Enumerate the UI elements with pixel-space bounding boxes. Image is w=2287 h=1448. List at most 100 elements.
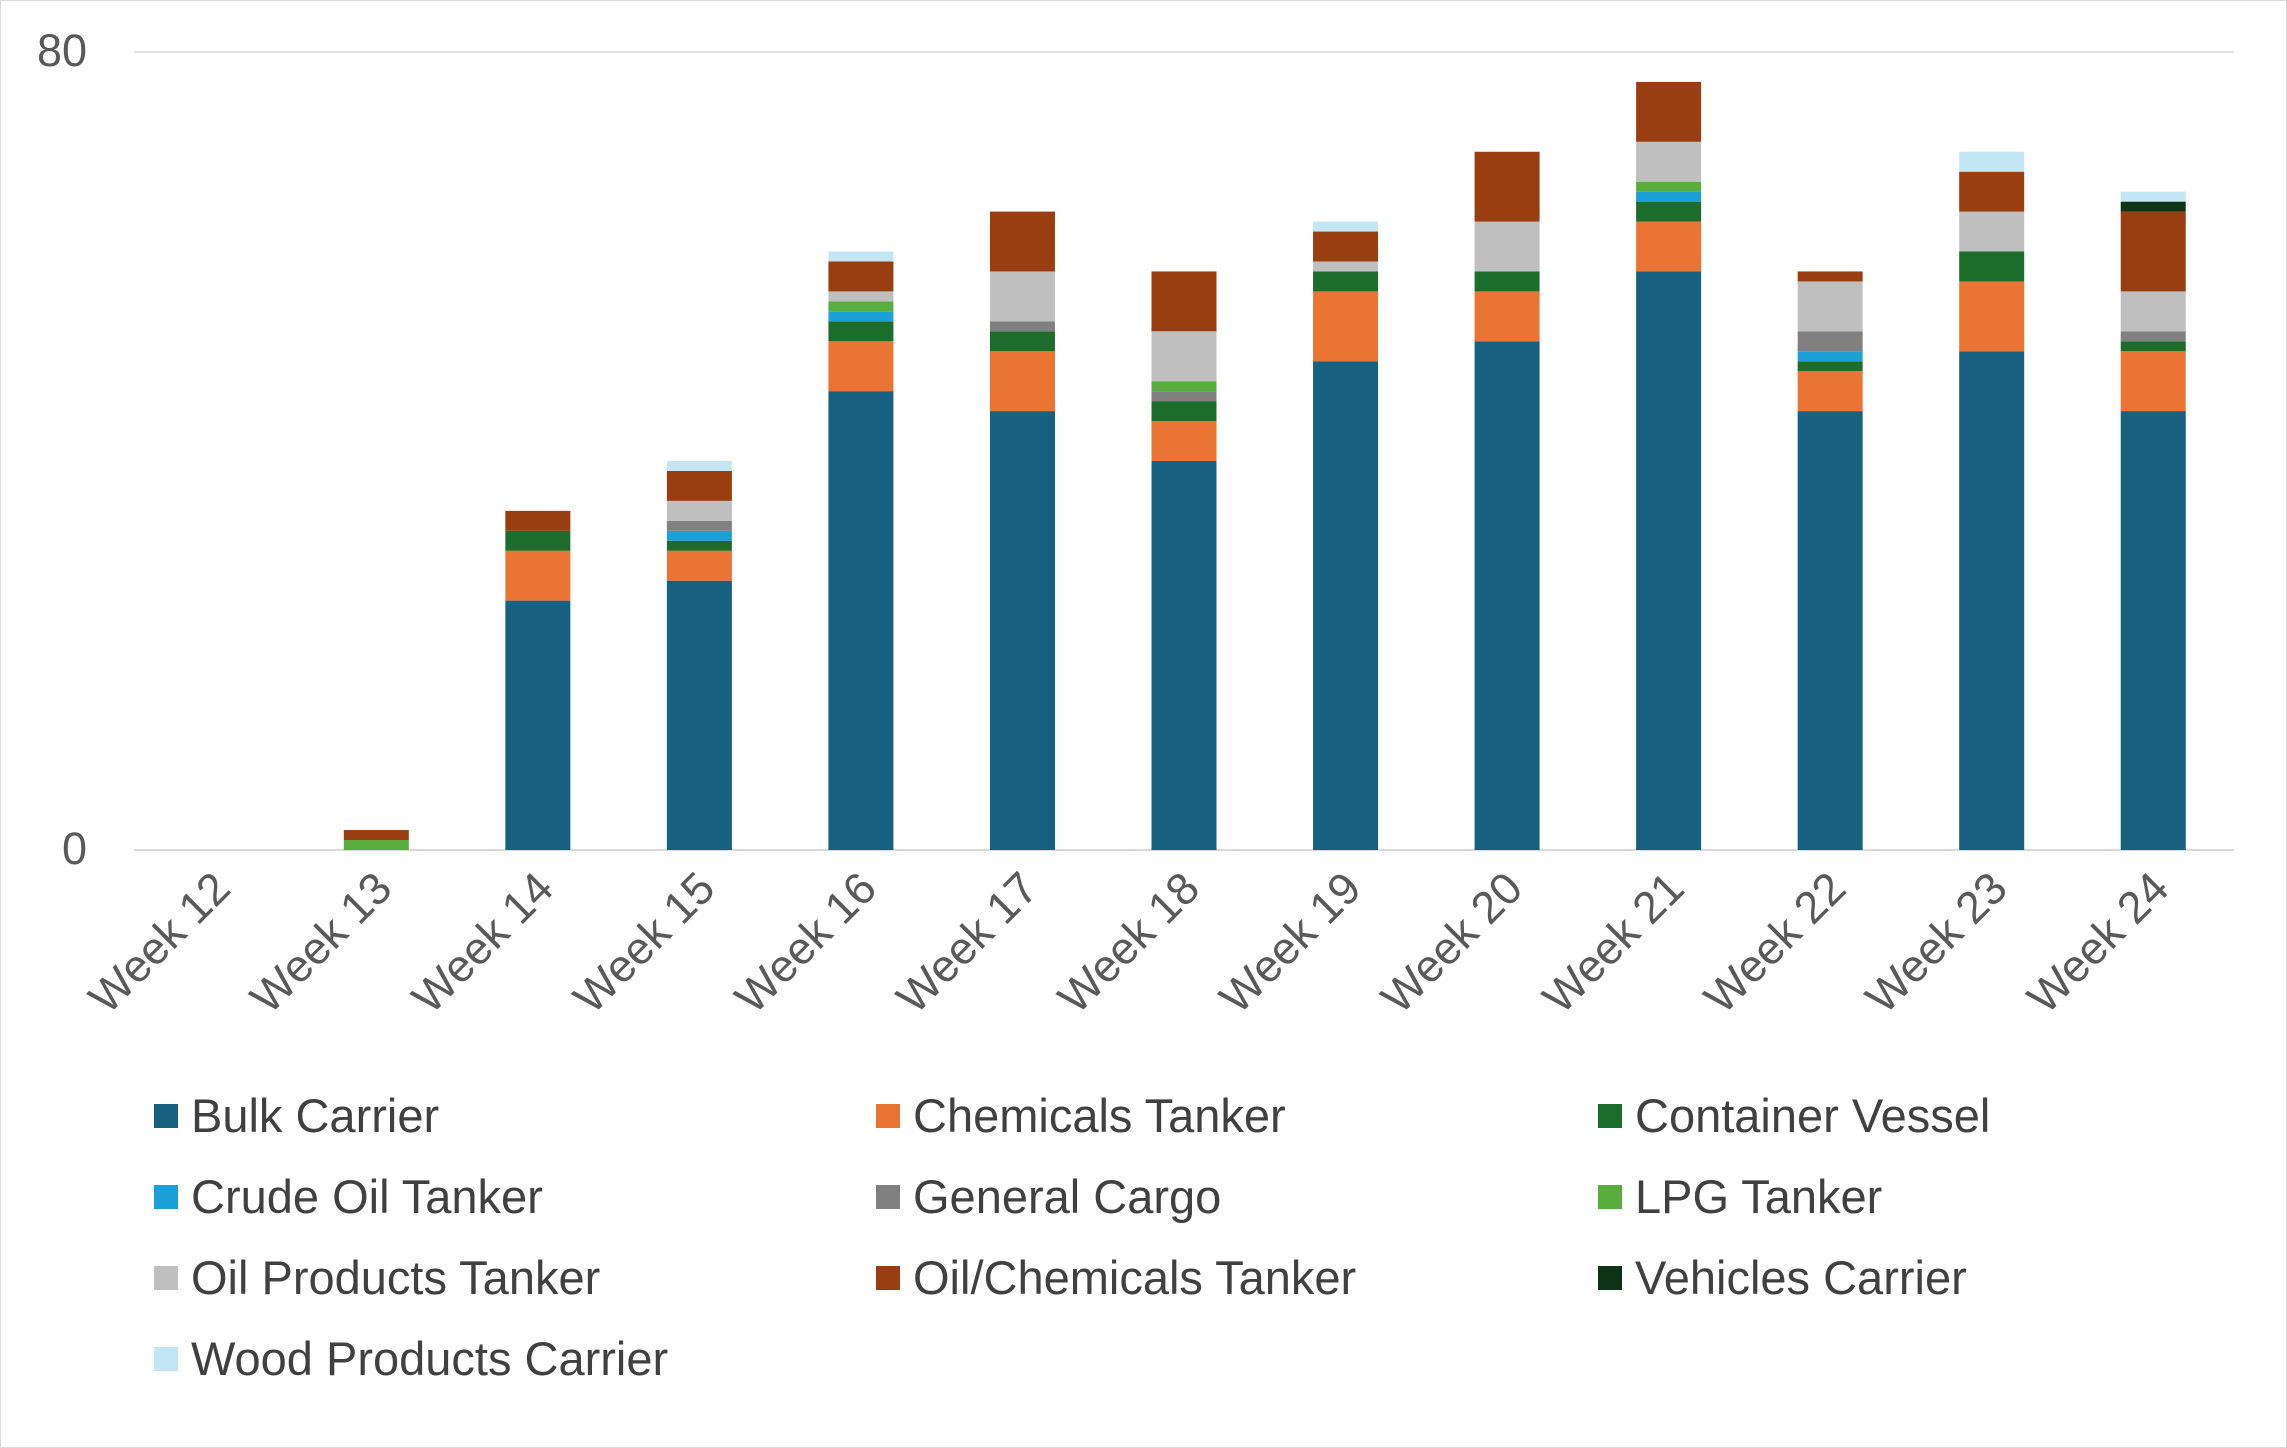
x-tick-label: Week 15 bbox=[563, 862, 724, 1023]
legend-swatch bbox=[1598, 1266, 1622, 1290]
bar-segment-wood-products-carrier bbox=[828, 251, 894, 262]
x-tick-label: Week 24 bbox=[2017, 862, 2178, 1023]
bar-segment-chemicals-tanker bbox=[666, 550, 732, 581]
bar-segment-oil-products-tanker bbox=[666, 500, 732, 521]
bar-segment-lpg-tanker bbox=[1151, 381, 1217, 392]
bar-segment-oil-products-tanker bbox=[828, 291, 894, 302]
bar-segment-container-vessel bbox=[828, 321, 894, 342]
legend-swatch bbox=[876, 1266, 900, 1290]
bar-segment-oil-products-tanker bbox=[1313, 261, 1379, 272]
legend: Bulk Carrier Chemicals Tanker Container Ve… bbox=[154, 1089, 1990, 1385]
bar-segment-bulk-carrier bbox=[1151, 460, 1217, 850]
bar-segment-bulk-carrier bbox=[828, 391, 894, 850]
bar-segment-oil-chemicals-tanker bbox=[1797, 271, 1863, 282]
bar-segment-bulk-carrier bbox=[1959, 351, 2025, 850]
bar-segment-chemicals-tanker bbox=[989, 351, 1055, 412]
bar-segment-crude-oil-tanker bbox=[1797, 351, 1863, 362]
legend-item: Crude Oil Tanker bbox=[154, 1170, 543, 1223]
bar-segment-crude-oil-tanker bbox=[1636, 191, 1702, 202]
legend-item: Bulk Carrier bbox=[154, 1089, 439, 1142]
bar-segment-container-vessel bbox=[1959, 251, 2025, 282]
legend-label: Wood Products Carrier bbox=[191, 1332, 668, 1385]
x-axis: Week 12 Week 13 Week 14 Week 15 Week 16 Week … bbox=[79, 862, 2179, 1023]
bar-segment-bulk-carrier bbox=[1474, 341, 1540, 850]
bar-segment-lpg-tanker bbox=[828, 301, 894, 312]
bar-segment-wood-products-carrier bbox=[2120, 191, 2186, 202]
legend-swatch bbox=[154, 1185, 178, 1209]
x-tick-label: Week 17 bbox=[886, 862, 1047, 1023]
legend-label: Oil Products Tanker bbox=[191, 1251, 600, 1304]
bar-segment-general-cargo bbox=[1797, 331, 1863, 352]
bar-segment-oil-chemicals-tanker bbox=[505, 510, 571, 531]
bar-segment-container-vessel bbox=[2120, 341, 2186, 352]
bar-segment-bulk-carrier bbox=[1636, 271, 1702, 850]
bar-segment-oil-chemicals-tanker bbox=[1313, 231, 1379, 262]
legend-swatch bbox=[876, 1185, 900, 1209]
bar-segment-bulk-carrier bbox=[2120, 411, 2186, 850]
bar-segment-oil-chemicals-tanker bbox=[666, 470, 732, 501]
x-tick-label: Week 19 bbox=[1210, 862, 1371, 1023]
bar-segment-oil-chemicals-tanker bbox=[1959, 171, 2025, 212]
legend-item: General Cargo bbox=[876, 1170, 1221, 1223]
legend-item: Oil/Chemicals Tanker bbox=[876, 1251, 1356, 1304]
bar-segment-oil-products-tanker bbox=[1959, 211, 2025, 252]
legend-label: Oil/Chemicals Tanker bbox=[913, 1251, 1356, 1304]
bar-segment-oil-products-tanker bbox=[989, 271, 1055, 322]
bar-segment-container-vessel bbox=[1797, 361, 1863, 372]
bar-segment-oil-products-tanker bbox=[1474, 221, 1540, 272]
bar-segment-chemicals-tanker bbox=[1797, 371, 1863, 412]
bar-segment-bulk-carrier bbox=[505, 600, 571, 850]
legend-swatch bbox=[154, 1266, 178, 1290]
bar-segment-oil-products-tanker bbox=[1151, 331, 1217, 382]
legend-label: General Cargo bbox=[913, 1170, 1221, 1223]
bar-segment-bulk-carrier bbox=[1313, 361, 1379, 850]
bar-segment-lpg-tanker bbox=[343, 840, 409, 850]
bar-segment-chemicals-tanker bbox=[505, 550, 571, 601]
bar-segment-oil-chemicals-tanker bbox=[1151, 271, 1217, 332]
bar-segment-oil-chemicals-tanker bbox=[828, 261, 894, 292]
x-tick-label: Week 13 bbox=[240, 862, 401, 1023]
legend-item: Container Vessel bbox=[1598, 1089, 1990, 1142]
legend-swatch bbox=[154, 1104, 178, 1128]
bar-segment-general-cargo bbox=[666, 520, 732, 531]
bar-segment-wood-products-carrier bbox=[1959, 151, 2025, 172]
legend-item: Vehicles Carrier bbox=[1598, 1251, 1967, 1304]
y-tick-label: 80 bbox=[37, 25, 87, 76]
legend-item: Wood Products Carrier bbox=[154, 1332, 668, 1385]
bar-segment-container-vessel bbox=[1151, 401, 1217, 422]
legend-swatch bbox=[1598, 1104, 1622, 1128]
x-tick-label: Week 22 bbox=[1694, 862, 1855, 1023]
bar-segment-oil-products-tanker bbox=[2120, 291, 2186, 332]
legend-label: LPG Tanker bbox=[1635, 1170, 1882, 1223]
bar-segment-chemicals-tanker bbox=[2120, 351, 2186, 412]
bar-segment-chemicals-tanker bbox=[1313, 291, 1379, 362]
bar-segment-bulk-carrier bbox=[666, 580, 732, 850]
legend-item: Chemicals Tanker bbox=[876, 1089, 1286, 1142]
bar-segment-wood-products-carrier bbox=[1313, 221, 1379, 232]
legend-swatch bbox=[154, 1347, 178, 1371]
x-tick-label: Week 14 bbox=[402, 862, 563, 1023]
legend-item: Oil Products Tanker bbox=[154, 1251, 600, 1304]
bar-segment-oil-chemicals-tanker bbox=[1474, 151, 1540, 222]
bar-segment-oil-chemicals-tanker bbox=[1636, 81, 1702, 142]
bar-segment-oil-chemicals-tanker bbox=[2120, 211, 2186, 292]
x-tick-label: Week 23 bbox=[1856, 862, 2017, 1023]
legend-label: Chemicals Tanker bbox=[913, 1089, 1286, 1142]
x-tick-label: Week 21 bbox=[1533, 862, 1694, 1023]
y-axis: 0 80 bbox=[37, 25, 87, 874]
bar-segment-crude-oil-tanker bbox=[828, 311, 894, 322]
bar-segment-bulk-carrier bbox=[989, 411, 1055, 850]
x-tick-label: Week 16 bbox=[725, 862, 886, 1023]
bar-segment-general-cargo bbox=[1151, 391, 1217, 402]
legend-label: Bulk Carrier bbox=[191, 1089, 439, 1142]
legend-item: LPG Tanker bbox=[1598, 1170, 1882, 1223]
bar-segment-lpg-tanker bbox=[1636, 181, 1702, 192]
bar-segment-vehicles-carrier bbox=[2120, 201, 2186, 212]
bar-segment-container-vessel bbox=[1313, 271, 1379, 292]
bar-segment-chemicals-tanker bbox=[828, 341, 894, 392]
legend-swatch bbox=[1598, 1185, 1622, 1209]
bar-segment-chemicals-tanker bbox=[1959, 281, 2025, 352]
bar-segment-general-cargo bbox=[2120, 331, 2186, 342]
